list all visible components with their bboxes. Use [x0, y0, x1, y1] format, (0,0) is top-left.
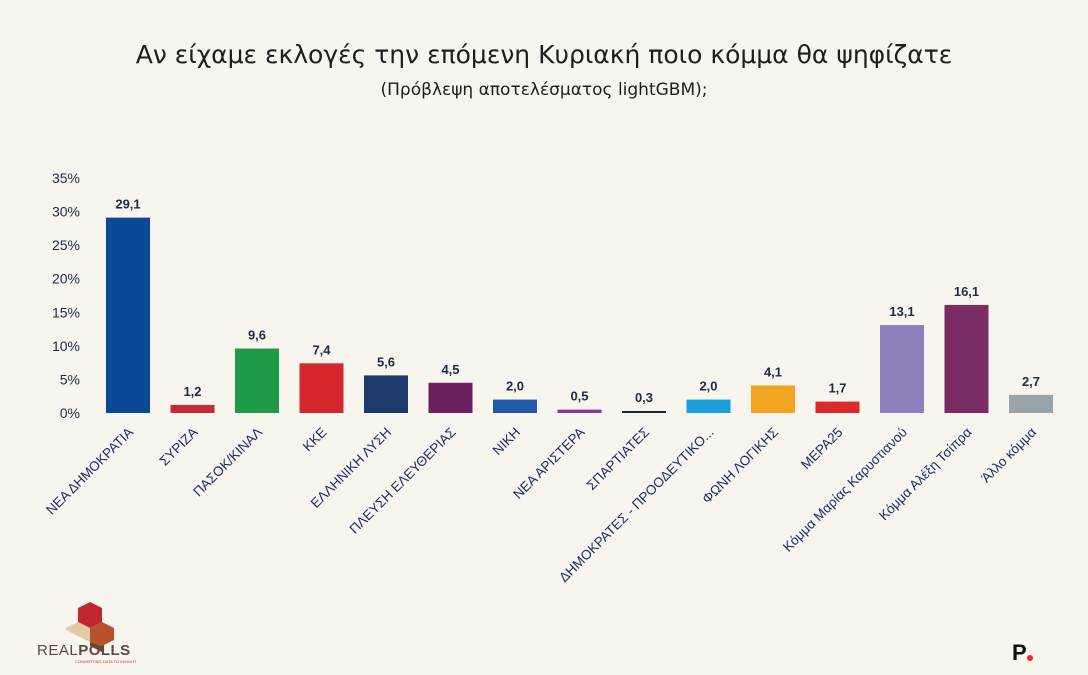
publisher-logo-dot [1027, 655, 1033, 661]
bar [493, 399, 537, 413]
realpolls-logo-tagline: CONVERTING DATA TO INSIGHT [75, 659, 137, 664]
bar [622, 410, 666, 413]
bar-value-label: 0,5 [570, 389, 588, 404]
y-tick-label: 5% [60, 371, 80, 387]
category-label: ΣΥΡΙΖΑ [157, 425, 201, 469]
bar [1009, 394, 1053, 413]
realpolls-logo-icon [66, 602, 114, 652]
bar [428, 382, 473, 413]
category-label: ΣΠΑΡΤΙΑΤΕΣ [584, 425, 652, 493]
bar-value-label: 13,1 [889, 304, 914, 319]
bar [944, 304, 989, 413]
bar [751, 385, 795, 413]
bar-value-label: 1,2 [183, 384, 201, 399]
bar-value-label: 16,1 [954, 284, 979, 299]
bar [364, 375, 408, 413]
realpolls-logo-text: REALPOLLS [37, 642, 131, 659]
category-label: ΝΕΑ ΔΗΜΟΚΡΑΤΙΑ [43, 425, 136, 518]
category-label: ΜΕΡΑ25 [798, 425, 846, 473]
bar [299, 363, 344, 413]
category-label: ΚΚΕ [300, 425, 330, 455]
bar-value-label: 2,0 [506, 379, 524, 394]
category-label: ΠΛΕΥΣΗ ΕΛΕΥΘΕΡΙΑΣ [347, 425, 459, 537]
y-tick-label: 30% [52, 204, 80, 220]
category-label: Άλλο κόμμα [978, 424, 1039, 485]
y-tick-label: 15% [52, 304, 80, 320]
bar-value-label: 2,7 [1022, 374, 1040, 389]
bar [557, 409, 602, 413]
bar-value-label: 9,6 [248, 328, 266, 343]
bar [880, 325, 924, 413]
bar-value-label: 2,0 [699, 379, 717, 394]
bar [170, 404, 215, 413]
bar-value-label: 1,7 [828, 381, 846, 396]
chart-title: Αν είχαμε εκλογές την επόμενη Κυριακή πο… [135, 40, 953, 69]
bar [106, 217, 150, 413]
bar-value-label: 5,6 [377, 354, 395, 369]
category-label: ΠΑΣΟΚ/ΚΙΝΑΛ [190, 425, 265, 500]
bar [686, 399, 731, 413]
bar-value-label: 7,4 [312, 342, 331, 357]
bar-value-label: 4,1 [764, 364, 782, 379]
publisher-logo: P [1012, 640, 1027, 665]
bar-value-label: 4,5 [441, 362, 459, 377]
bar [235, 348, 279, 413]
chart-subtitle: (Πρόβλεψη αποτελέσματος lightGBM); [380, 80, 708, 100]
y-tick-label: 10% [52, 338, 80, 354]
category-label: ΝΙΚΗ [490, 425, 523, 458]
bar-chart: 0% 5% 10% 15% 20% 25% 30% 35% 29,1 ΝΕΑ ΔΗΜΟΚΡΑΤΙΑ… [43, 170, 1053, 585]
category-label: Κόμμα Μαρίας Καρυστιανού [780, 425, 910, 555]
y-tick-label: 20% [52, 271, 80, 287]
y-tick-label: 35% [52, 170, 80, 186]
bar-value-label: 0,3 [635, 390, 653, 405]
bar [815, 401, 860, 413]
y-tick-label: 0% [60, 405, 80, 421]
bar-value-label: 29,1 [115, 197, 140, 212]
y-tick-label: 25% [52, 237, 80, 253]
